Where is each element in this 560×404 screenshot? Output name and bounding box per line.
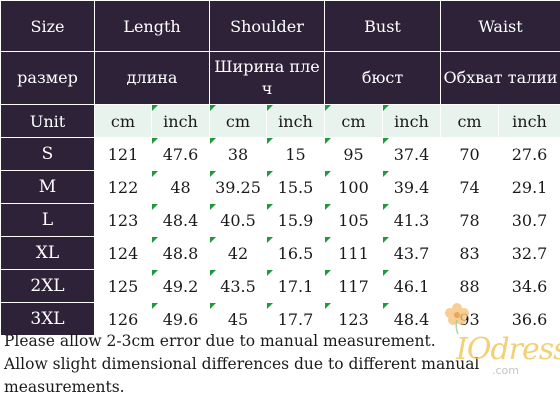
size-label: XL [0,236,95,270]
table-row: 2XL 125 49.2 43.5 17.1 117 46.1 88 34.6 [0,269,560,303]
table-cell: 48.8 [151,236,210,270]
table-cell: 48.4 [151,203,210,237]
table-cell: 42 [209,236,267,270]
table-cell: 78 [440,203,500,237]
header-row-russian: размер длина Ширина пле ч бюст Обхват та… [0,51,560,105]
table-row: L 123 48.4 40.5 15.9 105 41.3 78 30.7 [0,203,560,237]
size-label: 3XL [0,302,95,336]
unit-row: Unit cm inch cm inch cm inch cm inch [0,104,560,138]
header-shoulder-ru: Ширина пле ч [209,51,325,105]
unit-cell: cm [209,104,267,138]
table-cell: 100 [324,170,383,204]
unit-cell: cm [94,104,152,138]
table-cell: 117 [324,269,383,303]
unit-cell: inch [151,104,210,138]
table-cell: 48.4 [381,302,442,336]
iodress-watermark-logo: IOdress .com [440,303,560,380]
table-cell: 70 [440,137,500,171]
table-cell: 34.6 [498,269,560,303]
header-size: Size [0,0,95,52]
size-chart-table: Size Length Shoulder Bust Waist размер д… [0,0,560,336]
table-cell: 40.5 [209,203,267,237]
header-shoulder: Shoulder [209,0,325,52]
size-label: L [0,203,95,237]
table-cell: 15.9 [266,203,325,237]
table-cell: 95 [324,137,383,171]
table-cell: 15.5 [266,170,325,204]
table-cell: 88 [440,269,500,303]
table-row: XL 124 48.8 42 16.5 111 43.7 83 32.7 [0,236,560,270]
table-cell: 43.5 [209,269,267,303]
table-cell: 32.7 [498,236,560,270]
table-cell: 36.6 [498,302,560,336]
table-cell: 15 [266,137,325,171]
measurement-note: Please allow 2-3cm error due to manual m… [4,330,480,399]
unit-cell: inch [381,104,442,138]
table-row: S 121 47.6 38 15 95 37.4 70 27.6 [0,137,560,171]
table-cell: 17.7 [266,302,325,336]
unit-label: Unit [0,104,95,138]
table-cell: 17.1 [266,269,325,303]
table-cell: 45 [209,302,267,336]
table-cell: 123 [324,302,383,336]
header-row-english: Size Length Shoulder Bust Waist [0,0,560,52]
header-length: Length [94,0,210,52]
header-bust-ru: бюст [323,51,442,105]
watermark-brand: IOdress [456,332,560,367]
table-cell: 121 [94,137,152,171]
table-cell: 122 [94,170,152,204]
table-cell: 49.6 [151,302,210,336]
table-cell: 74 [440,170,500,204]
table-cell: 47.6 [151,137,210,171]
unit-cell: cm [324,104,383,138]
table-cell: 27.6 [498,137,560,171]
table-cell: 29.1 [498,170,560,204]
table-cell: 43.7 [381,236,442,270]
header-waist-ru: Обхват талии [440,51,560,105]
table-cell: 48 [151,170,210,204]
table-row: 3XL 126 49.6 45 17.7 123 48.4 93 36.6 [0,302,560,336]
table-row: M 122 48 39.25 15.5 100 39.4 74 29.1 [0,170,560,204]
table-cell: 30.7 [498,203,560,237]
table-cell: 37.4 [381,137,442,171]
note-line: Please allow 2-3cm error due to manual m… [4,332,436,350]
unit-cell: inch [266,104,325,138]
table-cell: 105 [324,203,383,237]
table-cell: 46.1 [381,269,442,303]
table-cell: 39.25 [209,170,267,204]
size-label: M [0,170,95,204]
header-waist: Waist [440,0,560,52]
table-cell: 83 [440,236,500,270]
table-cell: 125 [94,269,152,303]
table-cell: 123 [94,203,152,237]
note-line: measurements. [4,378,125,396]
table-cell: 16.5 [266,236,325,270]
table-cell: 38 [209,137,267,171]
header-size-ru: размер [0,51,95,105]
watermark-domain: .com [492,364,519,377]
note-line: Allow slight dimensional differences due… [4,355,480,373]
unit-cell: inch [498,104,560,138]
table-cell: 39.4 [381,170,442,204]
table-cell: 111 [324,236,383,270]
table-cell: 49.2 [151,269,210,303]
table-cell: 41.3 [381,203,442,237]
header-length-ru: длина [94,51,210,105]
unit-cell: cm [440,104,500,138]
size-label: 2XL [0,269,95,303]
flower-icon [445,303,469,334]
size-label: S [0,137,95,171]
header-bust: Bust [323,0,442,52]
table-cell: 124 [94,236,152,270]
